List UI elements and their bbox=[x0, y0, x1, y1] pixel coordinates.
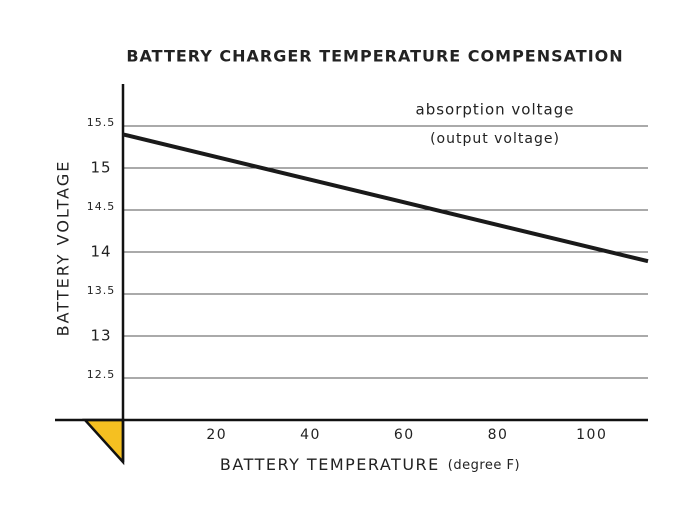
chart-title: BATTERY CHARGER TEMPERATURE COMPENSATION bbox=[126, 47, 623, 66]
x-tick-label: 60 bbox=[394, 427, 415, 443]
x-axis-label: BATTERY TEMPERATURE (degree F) bbox=[220, 455, 520, 474]
series-line bbox=[122, 132, 649, 264]
x-tick-label: 100 bbox=[576, 427, 607, 443]
x-tick-label: 40 bbox=[300, 427, 321, 443]
y-tick-label: 15.5 bbox=[87, 116, 116, 129]
x-axis-title: BATTERY TEMPERATURE bbox=[220, 455, 440, 474]
x-axis-unit: (degree F) bbox=[448, 458, 520, 473]
y-tick-label: 14 bbox=[90, 243, 111, 261]
y-tick-label: 13.5 bbox=[87, 284, 116, 297]
annotation: (output voltage) bbox=[430, 131, 560, 147]
origin-marker bbox=[82, 418, 125, 466]
series-label: absorption voltage bbox=[416, 101, 575, 119]
y-tick-label: 14.5 bbox=[87, 200, 116, 213]
x-tick-label: 80 bbox=[488, 427, 509, 443]
y-tick-label: 13 bbox=[90, 327, 111, 345]
x-tick-label: 20 bbox=[206, 427, 227, 443]
y-tick-label: 15 bbox=[90, 159, 111, 177]
y-axis-label: BATTERY VOLTAGE bbox=[54, 160, 73, 337]
y-tick-label: 12.5 bbox=[87, 368, 116, 381]
